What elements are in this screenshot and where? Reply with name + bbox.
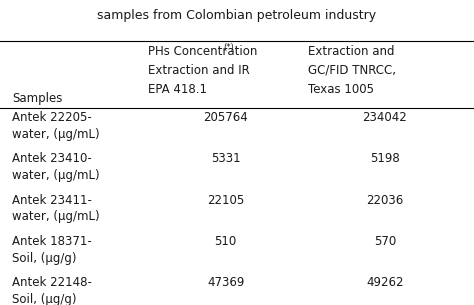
Text: Antek 23411-: Antek 23411-: [12, 194, 92, 207]
Text: 47369: 47369: [207, 276, 244, 289]
Text: Antek 22148-: Antek 22148-: [12, 276, 92, 289]
Text: EPA 418.1: EPA 418.1: [148, 83, 207, 96]
Text: 5331: 5331: [211, 152, 240, 166]
Text: Extraction and IR: Extraction and IR: [148, 64, 250, 77]
Text: Texas 1005: Texas 1005: [308, 83, 374, 96]
Text: water, (μg/mL): water, (μg/mL): [12, 128, 100, 141]
Text: samples from Colombian petroleum industry: samples from Colombian petroleum industr…: [98, 9, 376, 22]
Text: GC/FID TNRCC,: GC/FID TNRCC,: [308, 64, 396, 77]
Text: 510: 510: [215, 235, 237, 248]
Text: Antek 22205-: Antek 22205-: [12, 111, 91, 124]
Text: PHs Concentration: PHs Concentration: [148, 45, 258, 58]
Text: (*): (*): [223, 43, 234, 52]
Text: 49262: 49262: [366, 276, 404, 289]
Text: Samples: Samples: [12, 92, 62, 105]
Text: Antek 23410-: Antek 23410-: [12, 152, 91, 166]
Text: water, (μg/mL): water, (μg/mL): [12, 169, 100, 182]
Text: 234042: 234042: [363, 111, 407, 124]
Text: Soil, (μg/g): Soil, (μg/g): [12, 293, 76, 305]
Text: Antek 18371-: Antek 18371-: [12, 235, 91, 248]
Text: 205764: 205764: [203, 111, 248, 124]
Text: 5198: 5198: [370, 152, 400, 166]
Text: 570: 570: [374, 235, 396, 248]
Text: 22105: 22105: [207, 194, 244, 207]
Text: Soil, (μg/g): Soil, (μg/g): [12, 252, 76, 265]
Text: Extraction and: Extraction and: [308, 45, 394, 58]
Text: water, (μg/mL): water, (μg/mL): [12, 210, 100, 224]
Text: 22036: 22036: [366, 194, 403, 207]
